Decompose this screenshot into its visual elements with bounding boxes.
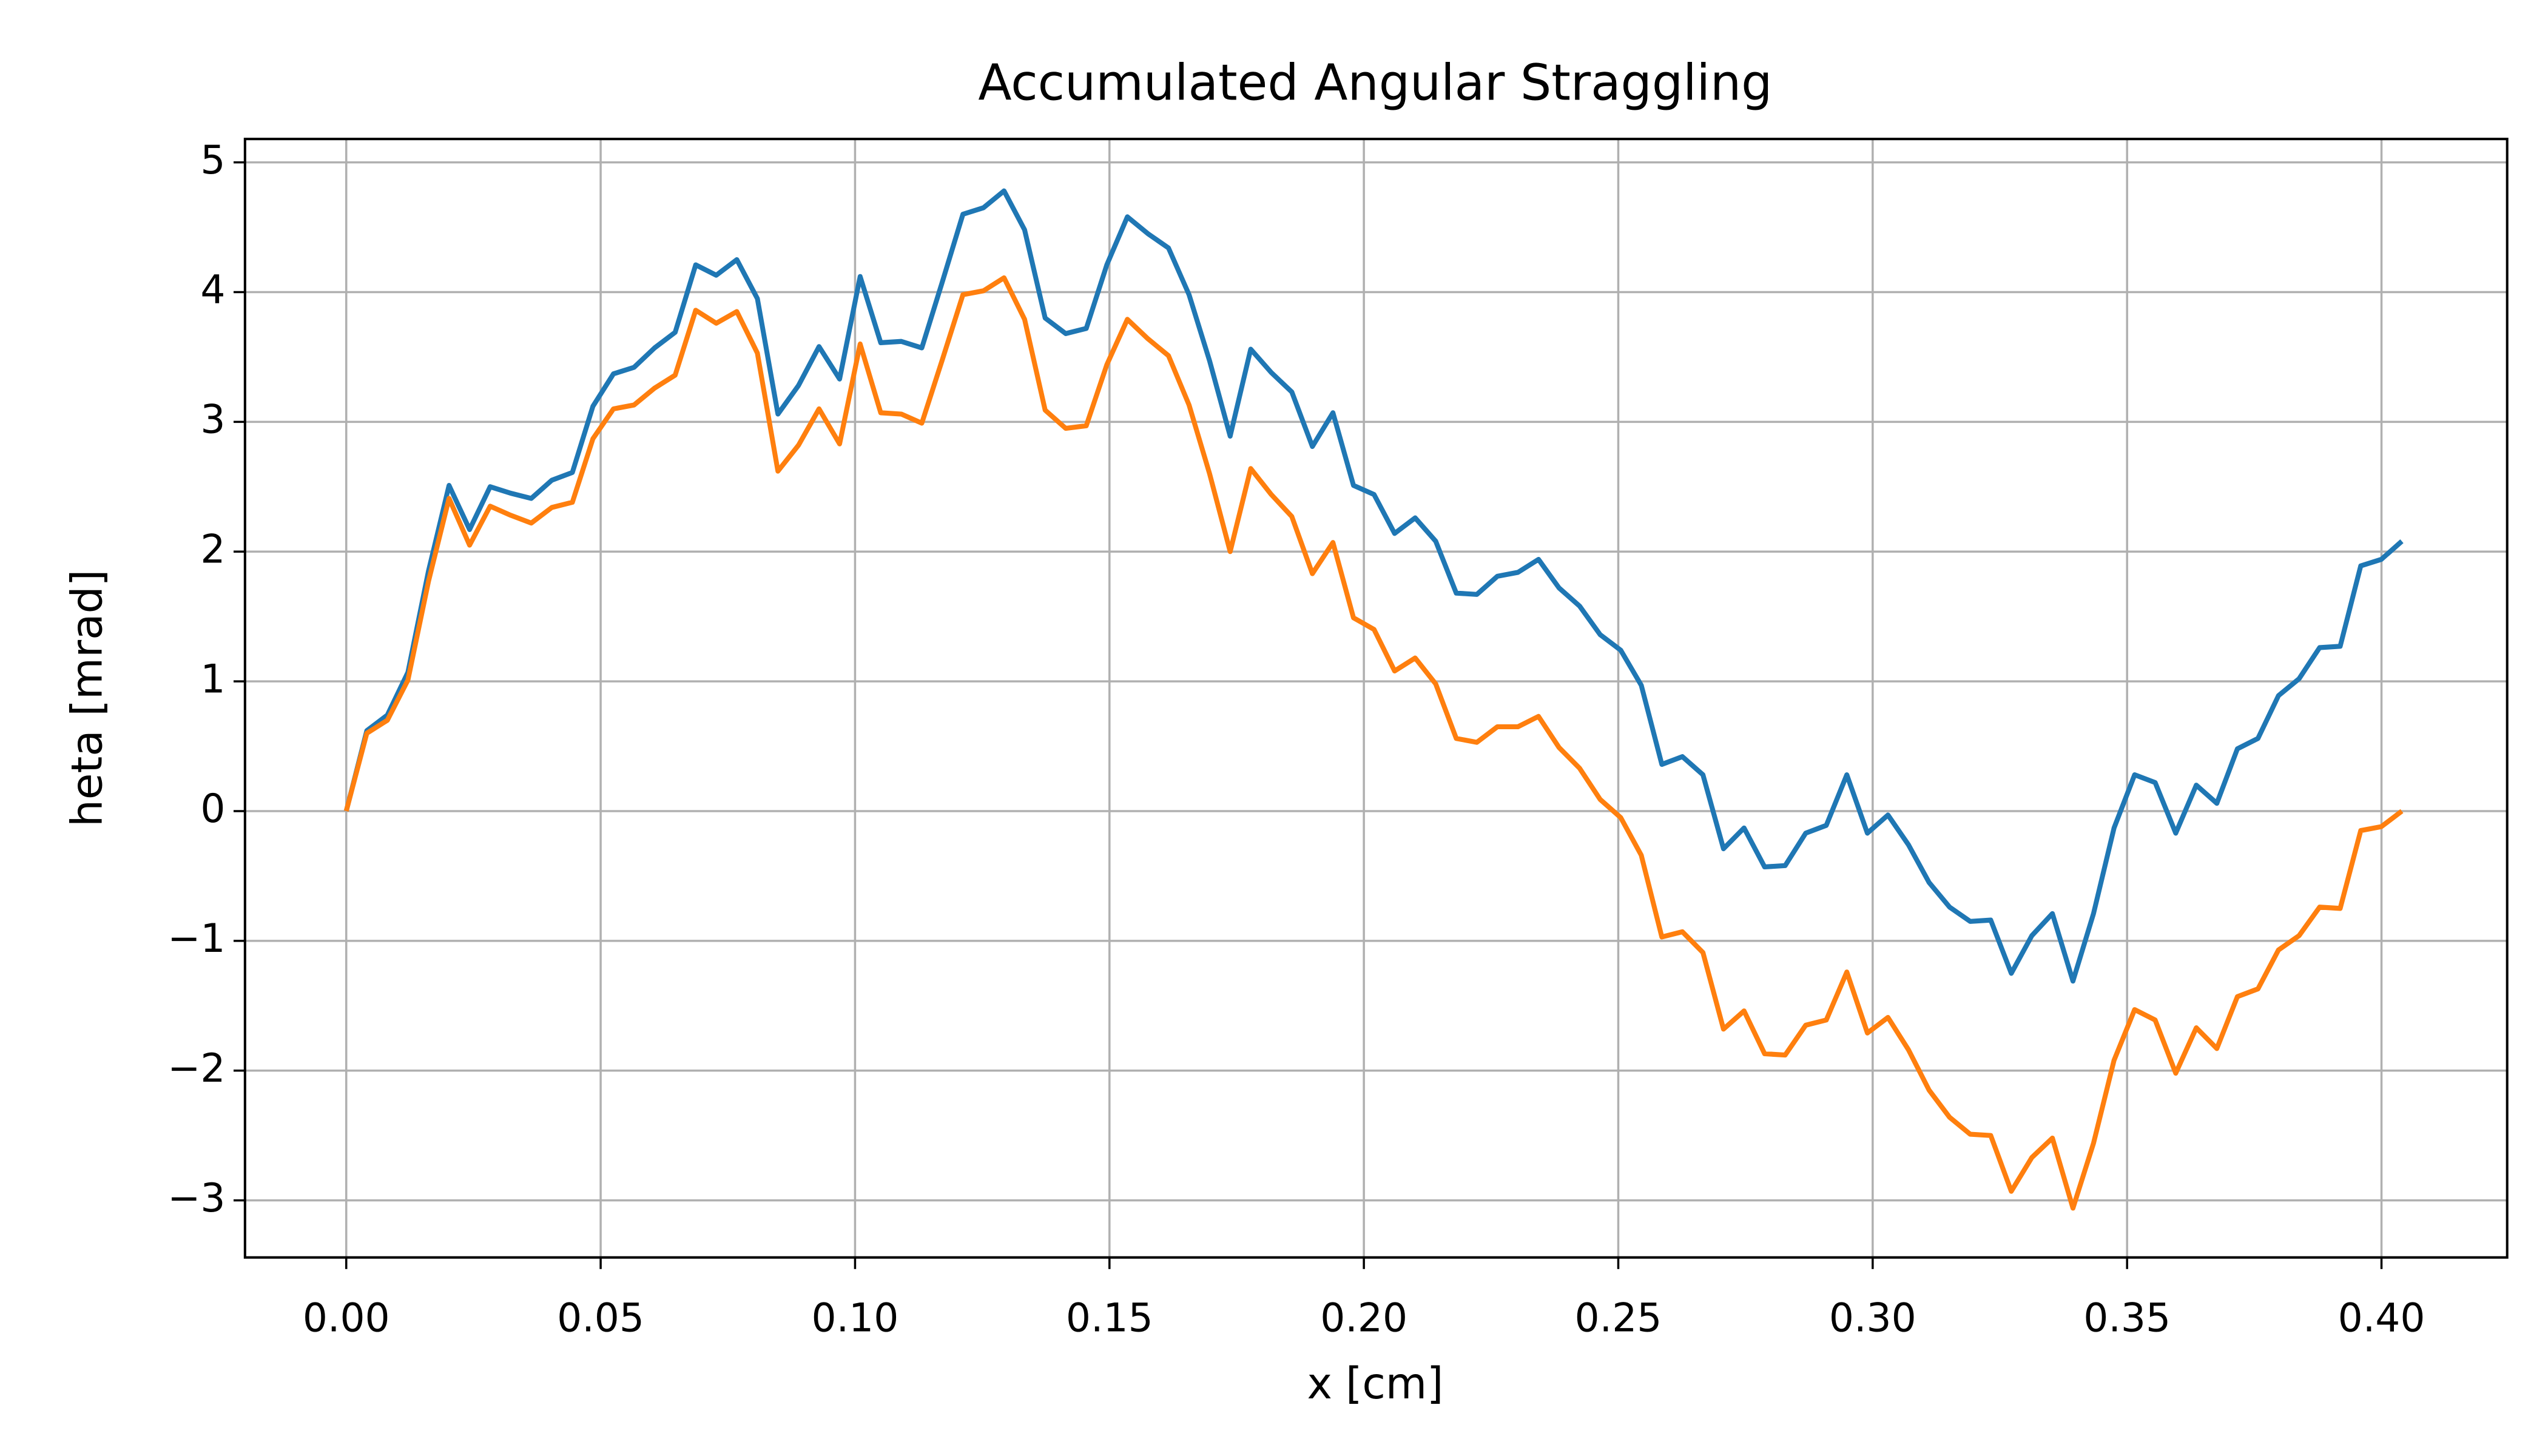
- x-tick-label: 0.00: [303, 1295, 390, 1341]
- data-line: [343, 275, 2404, 1211]
- grid: [244, 139, 2507, 1258]
- y-tick-label: 3: [200, 397, 225, 442]
- y-tick-label: 4: [200, 267, 225, 312]
- y-tick-label: −1: [167, 916, 225, 962]
- y-tick-label: 5: [200, 137, 225, 183]
- data-line: [343, 188, 2404, 984]
- plot-lines: [343, 188, 2404, 1211]
- y-tick-label: 0: [200, 786, 225, 832]
- x-axis-label: x [cm]: [1307, 1359, 1443, 1409]
- x-tick-label: 0.05: [557, 1295, 644, 1341]
- plot-frame: [243, 138, 2509, 1259]
- x-tick-label: 0.25: [1575, 1295, 1662, 1341]
- x-tick-label: 0.35: [2083, 1295, 2171, 1341]
- ticks: 0.00 0.05 0.10 0.15 0.20 0.25 0.30 0.35 0.40 −3 −2…: [167, 137, 2425, 1341]
- y-tick-label: 2: [200, 527, 225, 572]
- y-axis-label: heta [mrad]: [62, 570, 112, 827]
- x-tick-label: 0.40: [2338, 1295, 2425, 1341]
- x-tick-label: 0.30: [1829, 1295, 1916, 1341]
- x-tick-label: 0.10: [812, 1295, 899, 1341]
- x-tick-label: 0.20: [1320, 1295, 1407, 1341]
- x-tick-label: 0.15: [1066, 1295, 1153, 1341]
- y-tick-label: −3: [167, 1175, 225, 1221]
- chart-title: Accumulated Angular Straggling: [978, 55, 1772, 112]
- y-tick-label: −2: [167, 1046, 225, 1091]
- y-tick-label: 1: [200, 656, 225, 702]
